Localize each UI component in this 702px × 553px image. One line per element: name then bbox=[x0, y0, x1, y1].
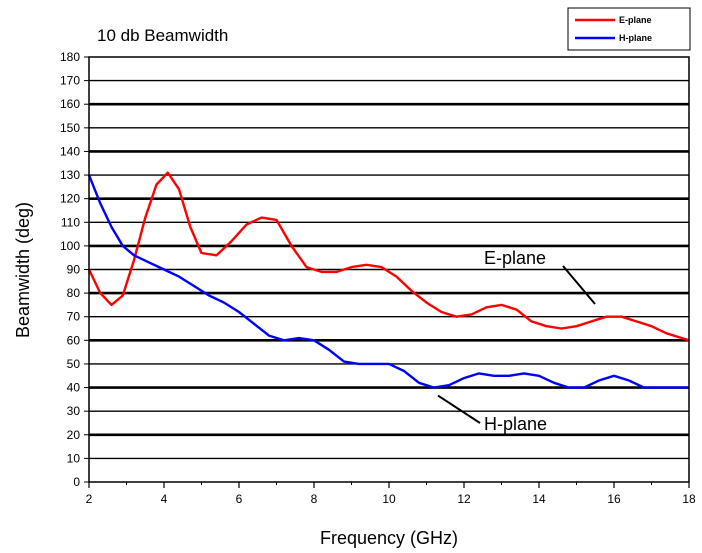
y-tick-label: 110 bbox=[61, 215, 80, 229]
x-axis-label: Frequency (GHz) bbox=[320, 528, 458, 548]
y-tick-label: 20 bbox=[67, 428, 81, 442]
x-tick-label: 18 bbox=[682, 492, 696, 506]
e-plane-annotation-label: E-plane bbox=[484, 248, 546, 268]
h-plane-annotation-label: H-plane bbox=[484, 414, 547, 434]
x-tick-label: 6 bbox=[236, 492, 243, 506]
legend-label-e-plane: E-plane bbox=[619, 15, 652, 25]
y-tick-label: 60 bbox=[67, 333, 81, 347]
x-tick-label: 2 bbox=[86, 492, 93, 506]
axis-ticks: 0 10 20 30 40 50 60 70 80 90 100 110 120 130 140 150 160… bbox=[60, 50, 696, 506]
y-tick-label: 130 bbox=[60, 168, 80, 182]
chart-title: 10 db Beamwidth bbox=[97, 26, 228, 45]
x-tick-label: 14 bbox=[532, 492, 546, 506]
x-tick-label: 4 bbox=[161, 492, 168, 506]
x-tick-label: 12 bbox=[457, 492, 471, 506]
y-tick-label: 120 bbox=[60, 192, 80, 206]
y-tick-label: 40 bbox=[67, 381, 81, 395]
plot-frame bbox=[88, 56, 690, 483]
series-line-e-plane bbox=[87, 171, 690, 342]
y-tick-label: 70 bbox=[67, 310, 81, 324]
y-tick-label: 10 bbox=[67, 451, 81, 465]
y-tick-label: 140 bbox=[60, 144, 80, 158]
x-tick-label: 10 bbox=[382, 492, 396, 506]
y-tick-label: 0 bbox=[73, 475, 80, 489]
legend: E-plane H-plane bbox=[567, 7, 691, 51]
x-tick-label: 8 bbox=[311, 492, 318, 506]
y-tick-label: 90 bbox=[67, 263, 81, 277]
y-tick-label: 150 bbox=[60, 121, 80, 135]
y-tick-label: 50 bbox=[67, 357, 81, 371]
y-tick-label: 160 bbox=[60, 97, 80, 111]
y-tick-label: 100 bbox=[60, 239, 80, 253]
h-plane-annotation-leader bbox=[437, 394, 481, 424]
legend-box bbox=[567, 7, 691, 51]
legend-label-h-plane: H-plane bbox=[619, 33, 652, 43]
x-tick-label: 16 bbox=[607, 492, 621, 506]
series-line-h-plane bbox=[87, 174, 689, 389]
y-tick-label: 30 bbox=[67, 404, 81, 418]
series-layer bbox=[87, 171, 690, 389]
grid-lines bbox=[89, 79, 689, 460]
annotation-layer: E-plane H-plane bbox=[437, 248, 596, 434]
e-plane-annotation-leader bbox=[562, 265, 596, 305]
y-axis-label: Beamwidth (deg) bbox=[13, 202, 33, 338]
y-tick-label: 80 bbox=[67, 286, 81, 300]
y-tick-label: 180 bbox=[60, 50, 80, 64]
y-tick-label: 170 bbox=[60, 74, 80, 88]
